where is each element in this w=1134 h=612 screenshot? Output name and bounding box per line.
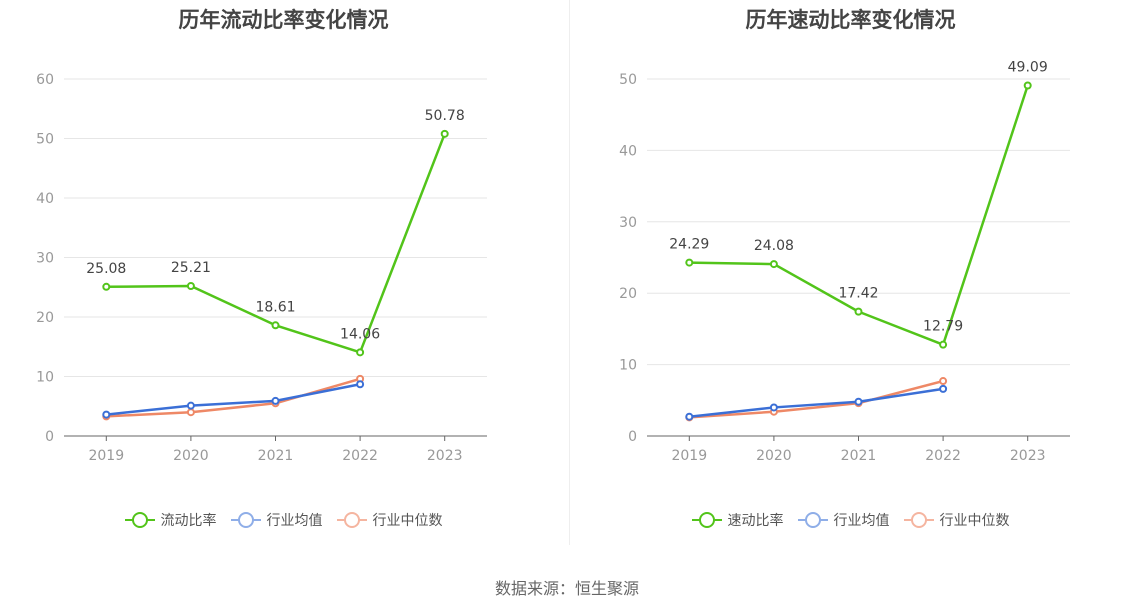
x-tick-label: 2019 xyxy=(88,448,124,464)
data-point[interactable] xyxy=(186,401,195,410)
legend-item[interactable]: 行业中位数 xyxy=(336,510,443,530)
y-tick-label: 50 xyxy=(619,72,637,88)
y-tick-label: 20 xyxy=(619,286,637,302)
series-line xyxy=(689,85,1029,346)
legend-label: 行业中位数 xyxy=(939,513,1010,529)
legend-label: 速动比率 xyxy=(727,513,784,529)
data-label: 17.42 xyxy=(838,286,878,302)
chart-plot: 0 10 20 30 40 50 60 2019 2020 2021 2022 2023 25.08 25… xyxy=(36,72,487,464)
data-point[interactable] xyxy=(271,396,280,405)
chart-title: 历年速动比率变化情况 xyxy=(745,8,956,32)
x-tick-label: 2021 xyxy=(258,448,294,464)
chart-legend: 速动比率 行业均值 行业中位数 xyxy=(567,510,1134,530)
data-point[interactable] xyxy=(102,410,111,419)
legend-label: 行业均值 xyxy=(833,513,890,529)
data-point[interactable] xyxy=(356,348,365,357)
data-label: 18.61 xyxy=(255,299,295,315)
x-tick-label: 2021 xyxy=(841,448,877,464)
x-tick-label: 2020 xyxy=(756,448,792,464)
y-tick-label: 10 xyxy=(619,358,637,374)
data-label: 12.79 xyxy=(923,319,963,335)
data-point[interactable] xyxy=(939,340,948,349)
x-tick-label: 2020 xyxy=(173,448,209,464)
data-label: 14.06 xyxy=(340,326,380,342)
data-point[interactable] xyxy=(939,377,948,386)
chart-panel-quick-ratio: 历年速动比率变化情况 0 10 20 30 40 50 2019 2020 2021 2022 20… xyxy=(567,0,1134,560)
y-tick-label: 30 xyxy=(36,251,54,267)
data-point[interactable] xyxy=(769,260,778,269)
legend-label: 流动比率 xyxy=(160,513,217,529)
y-tick-label: 0 xyxy=(45,429,54,445)
legend-item[interactable]: 行业均值 xyxy=(230,510,323,530)
data-point[interactable] xyxy=(939,384,948,393)
data-point[interactable] xyxy=(356,380,365,389)
data-point[interactable] xyxy=(854,307,863,316)
legend-item[interactable]: 行业均值 xyxy=(797,510,890,530)
x-tick-label: 2019 xyxy=(671,448,707,464)
legend-label: 行业中位数 xyxy=(372,513,443,529)
chart-legend: 流动比率 行业均值 行业中位数 xyxy=(0,510,567,530)
data-point[interactable] xyxy=(685,258,694,267)
series-line xyxy=(106,133,446,354)
data-label: 24.29 xyxy=(669,237,709,253)
y-tick-label: 10 xyxy=(36,370,54,386)
y-tick-label: 50 xyxy=(36,132,54,148)
x-tick-label: 2023 xyxy=(1010,448,1046,464)
data-point[interactable] xyxy=(854,397,863,406)
data-label: 25.21 xyxy=(171,260,211,276)
legend-swatch-icon xyxy=(691,512,722,528)
series-line xyxy=(106,383,361,416)
data-point[interactable] xyxy=(685,412,694,421)
legend-item[interactable]: 流动比率 xyxy=(124,510,217,530)
legend-item[interactable]: 速动比率 xyxy=(691,510,784,530)
data-label: 50.78 xyxy=(425,108,465,124)
chart-title: 历年流动比率变化情况 xyxy=(178,8,389,32)
y-tick-label: 40 xyxy=(36,191,54,207)
legend-swatch-icon xyxy=(336,512,367,528)
y-tick-label: 60 xyxy=(36,72,54,88)
data-label: 24.08 xyxy=(754,238,794,254)
chart-panel-current-ratio: 历年流动比率变化情况 0 10 20 30 40 50 60 2019 2020 2021 2022… xyxy=(0,0,567,560)
legend-swatch-icon xyxy=(230,512,261,528)
y-tick-label: 0 xyxy=(628,429,637,445)
data-label: 49.09 xyxy=(1008,59,1048,75)
legend-swatch-icon xyxy=(903,512,934,528)
data-point[interactable] xyxy=(271,321,280,330)
data-point[interactable] xyxy=(186,282,195,291)
x-tick-label: 2022 xyxy=(925,448,961,464)
y-tick-label: 20 xyxy=(36,310,54,326)
legend-item[interactable]: 行业中位数 xyxy=(903,510,1010,530)
series-line xyxy=(689,387,944,418)
x-tick-label: 2022 xyxy=(342,448,378,464)
y-tick-label: 40 xyxy=(619,143,637,159)
series-line xyxy=(689,379,944,419)
chart-plot: 0 10 20 30 40 50 2019 2020 2021 2022 2023 24.29 24.0… xyxy=(619,59,1070,464)
data-label: 25.08 xyxy=(86,261,126,277)
x-tick-label: 2023 xyxy=(427,448,463,464)
legend-swatch-icon xyxy=(797,512,828,528)
series-line xyxy=(106,377,361,418)
legend-swatch-icon xyxy=(124,512,155,528)
data-source-note: 数据来源：恒生聚源 xyxy=(494,579,639,598)
data-point[interactable] xyxy=(769,403,778,412)
data-point[interactable] xyxy=(102,282,111,291)
data-point[interactable] xyxy=(186,408,195,417)
data-point[interactable] xyxy=(440,129,449,138)
panel-divider xyxy=(569,0,570,545)
data-point[interactable] xyxy=(1023,81,1032,90)
y-tick-label: 30 xyxy=(619,215,637,231)
legend-label: 行业均值 xyxy=(266,513,323,529)
